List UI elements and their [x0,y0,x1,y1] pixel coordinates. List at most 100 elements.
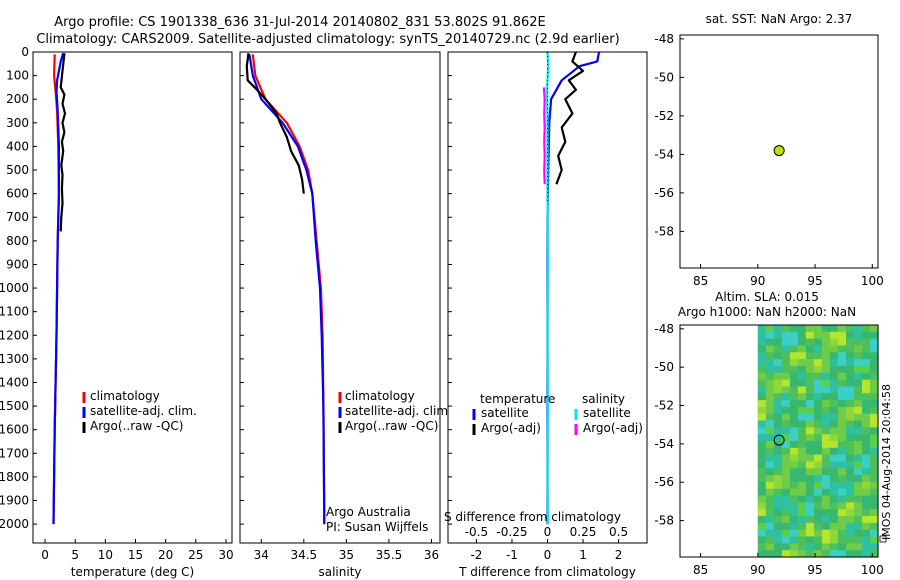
sla-heatmap-cell [757,536,767,544]
panel-temperature: 0 5 10 15 20 25 300100200300400500600700800900… [0,45,234,579]
sla-heatmap-cell [757,427,767,435]
salinity-legend-label: climatology [345,389,415,403]
sla-heatmap-cell [862,372,871,381]
sla-heatmap-cell [829,441,839,449]
temperature-xtick-label: 30 [218,548,233,562]
salinity-xtick-label: 35 [339,548,354,562]
sla-heatmap-cell [805,406,815,415]
sla-heatmap-cell [821,502,831,510]
sla-heatmap-cell [797,502,807,510]
temperature-series-1 [52,52,65,525]
sla-heatmap-cell [870,475,879,483]
sst_map-xtick-label: 95 [807,274,822,288]
sla-heatmap-cell [781,393,791,401]
salinity-series-1 [248,54,326,525]
sla-heatmap-cell [870,331,879,340]
sla-heatmap-cell [829,427,839,435]
sla_map-ytick-label: -50 [654,360,674,374]
temperature-xtick-label: 15 [128,548,143,562]
salinity-plot-area [240,52,440,543]
sla-heatmap-cell [813,386,823,394]
sla-heatmap-cell [862,495,871,503]
sla-heatmap-cell [781,550,791,558]
sla-heatmap-cell [870,522,879,531]
sla-heatmap-cell [829,434,839,442]
sla-heatmap-cell [813,413,823,422]
sla-heatmap-cell [797,550,807,558]
sla-heatmap-cell [837,352,847,360]
sla-heatmap-cell [797,338,807,346]
sla-heatmap-cell [837,325,847,333]
sla_map-xtick-label: 85 [693,563,708,577]
sla-heatmap-cell [829,454,839,462]
sla-heatmap-cell [757,393,767,401]
sla-heatmap-cell [862,413,871,422]
temperature-legend-label: Argo(..raw -QC) [90,419,183,433]
salinity-xtick-label: 34.5 [290,548,317,562]
sla-heatmap-cell [870,468,879,476]
sla-heatmap-cell [789,543,799,551]
sla-heatmap-cell [773,475,783,483]
sla-heatmap-cell [821,495,831,503]
sla-heatmap-cell [862,447,871,456]
sla-heatmap-cell [765,447,775,456]
sla-heatmap-cell [757,413,767,422]
difference-legend-label: Argo(-adj) [481,421,541,435]
sla-heatmap-cell [781,502,791,510]
sla-heatmap-cell [797,325,807,333]
sla-heatmap-cell [773,325,783,333]
sla-heatmap-cell [797,406,807,415]
sla-heatmap-cell [805,481,815,490]
sla-heatmap-cell [846,406,855,415]
sla-heatmap-cell [862,475,871,483]
sla-heatmap-cell [854,522,863,531]
sla-heatmap-cell [781,331,791,340]
sla-heatmap-cell [765,536,775,544]
sla-heatmap-cell [870,379,879,387]
temperature-ytick-label: 200 [6,92,29,106]
sst_map-ytick-label: -52 [654,109,674,123]
sla-heatmap-cell [837,365,847,374]
sla-heatmap-cell [773,406,783,415]
sla-heatmap-cell [757,325,767,333]
salinity-xlabel: salinity [318,565,361,579]
sla-heatmap-cell [789,393,799,401]
sla-heatmap-cell [854,550,863,558]
sla-heatmap-cell [862,441,871,449]
sla-heatmap-cell [765,338,775,346]
sla-heatmap-cell [821,441,831,449]
salinity-legend-label: Argo(..raw -QC) [345,419,438,433]
sla-heatmap-cell [862,325,871,333]
sla-heatmap-cell [813,379,823,387]
sla-heatmap-cell [854,427,863,435]
sla-heatmap-cell [813,468,823,476]
sla-heatmap-cell [765,400,775,408]
sla-heatmap-cell [781,488,791,497]
sla-heatmap-cell [805,372,815,381]
sla-heatmap-cell [837,386,847,394]
sla-heatmap-cell [813,338,823,346]
difference-series-2 [545,51,550,525]
sla-heatmap-cell [846,488,855,497]
sla-heatmap-cell [813,481,823,490]
temperature-frame [32,51,233,544]
figure-title-line1: Argo profile: CS 1901338_636 31-Jul-2014… [54,15,545,30]
sla-heatmap-cell [773,454,783,462]
sla-heatmap-cell [781,522,791,531]
sla-heatmap-cell [789,338,799,346]
sla-heatmap-cell [846,325,855,333]
sla-heatmap-cell [870,406,879,415]
sla-heatmap-cell [846,550,855,558]
sla-heatmap-cell [870,386,879,394]
sla-heatmap-cell [757,550,767,558]
sla-heatmap-cell [757,529,767,538]
sla-heatmap [757,325,879,558]
difference-xtick-label: 1 [579,548,587,562]
sla-heatmap-cell [781,352,791,360]
sla-heatmap-cell [797,495,807,503]
sla-heatmap-cell [757,338,767,346]
sla-heatmap-cell [846,454,855,462]
sla-heatmap-cell [797,379,807,387]
sst_map-xtick-label: 90 [750,274,765,288]
sla-heatmap-cell [765,406,775,415]
